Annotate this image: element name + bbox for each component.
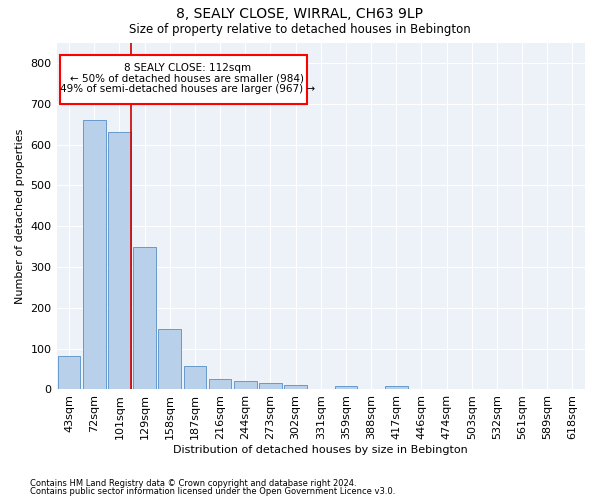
Text: 8 SEALY CLOSE: 112sqm: 8 SEALY CLOSE: 112sqm [124,63,251,73]
Text: 49% of semi-detached houses are larger (967) →: 49% of semi-detached houses are larger (… [60,84,315,94]
Bar [58,356,80,390]
Y-axis label: Number of detached properties: Number of detached properties [15,128,25,304]
X-axis label: Distribution of detached houses by size in Bebington: Distribution of detached houses by size … [173,445,468,455]
Bar [133,248,156,390]
Bar [184,366,206,390]
Text: Contains HM Land Registry data © Crown copyright and database right 2024.: Contains HM Land Registry data © Crown c… [30,478,356,488]
Bar [108,132,131,390]
Bar [385,386,407,390]
Text: ← 50% of detached houses are smaller (984): ← 50% of detached houses are smaller (98… [70,73,304,83]
Bar [284,386,307,390]
FancyBboxPatch shape [61,54,307,104]
Text: Contains public sector information licensed under the Open Government Licence v3: Contains public sector information licen… [30,488,395,496]
Text: Size of property relative to detached houses in Bebington: Size of property relative to detached ho… [129,22,471,36]
Bar [234,382,257,390]
Bar [209,380,232,390]
Bar [158,329,181,390]
Bar [83,120,106,390]
Bar [259,384,282,390]
Bar [335,386,357,390]
Text: 8, SEALY CLOSE, WIRRAL, CH63 9LP: 8, SEALY CLOSE, WIRRAL, CH63 9LP [176,8,424,22]
